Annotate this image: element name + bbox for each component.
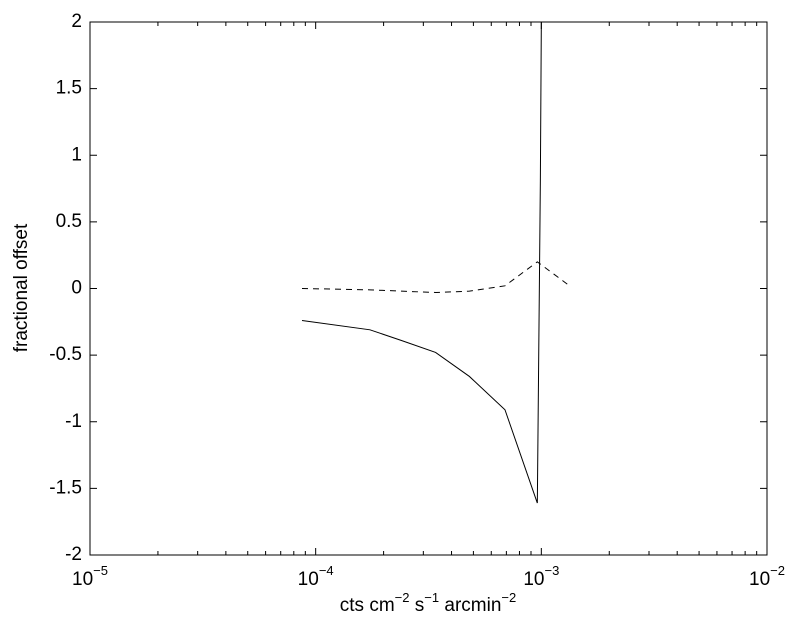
- y-tick-label: -2: [65, 544, 82, 565]
- x-tick-label: 10−3: [523, 563, 559, 590]
- x-tick-exponent: −4: [319, 563, 334, 578]
- y-tick-label: 2: [71, 11, 82, 32]
- x-tick-label: 10−2: [749, 563, 785, 590]
- x-tick-label: 10−5: [72, 563, 108, 590]
- x-tick-base: 10: [72, 569, 93, 590]
- x-label-superscript: −2: [395, 590, 410, 605]
- y-tick-label: 0: [71, 278, 82, 299]
- x-label-text: arcmin: [439, 595, 501, 616]
- y-tick-label: -0.5: [49, 344, 82, 365]
- y-tick-label: 0.5: [56, 211, 82, 232]
- x-tick-base: 10: [523, 569, 544, 590]
- x-label-text: s: [409, 595, 424, 616]
- x-tick-label: 10−4: [298, 563, 334, 590]
- y-tick-label: -1: [65, 411, 82, 432]
- x-tick-base: 10: [749, 569, 770, 590]
- y-tick-label: 1.5: [56, 78, 82, 99]
- x-label-text: cts cm: [340, 595, 395, 616]
- x-tick-exponent: −2: [770, 563, 785, 578]
- x-tick-exponent: −3: [544, 563, 559, 578]
- x-tick-base: 10: [298, 569, 319, 590]
- dashed-line: [302, 261, 569, 294]
- x-tick-exponent: −5: [93, 563, 108, 578]
- plot-frame: [89, 21, 768, 556]
- x-label-superscript: −1: [424, 590, 439, 605]
- x-axis-label: cts cm−2 s−1 arcmin−2: [340, 590, 516, 616]
- solid-line: [301, 22, 542, 504]
- x-label-superscript: −2: [501, 590, 516, 605]
- y-tick-label: 1: [71, 144, 82, 165]
- plot-area: [301, 22, 569, 504]
- y-axis-label: fractional offset: [11, 223, 32, 352]
- y-tick-label: -1.5: [49, 477, 82, 498]
